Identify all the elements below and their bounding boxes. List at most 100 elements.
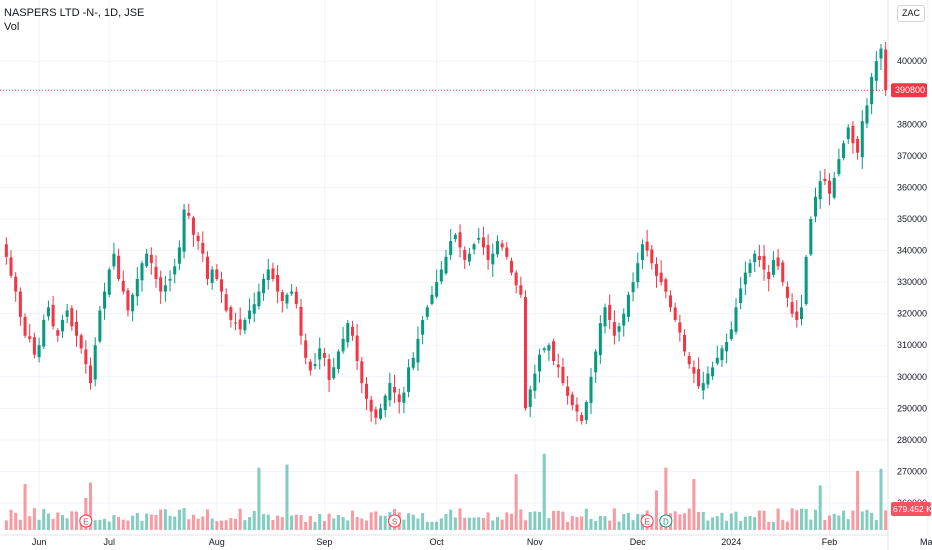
volume-bar	[697, 512, 701, 530]
candle-body	[818, 181, 822, 200]
x-tick-label: Feb	[822, 537, 838, 547]
candle-body	[79, 335, 83, 349]
last-price-label: 390800	[895, 85, 925, 95]
volume-bar	[790, 508, 794, 530]
candle-body	[776, 257, 780, 267]
volume-bar	[884, 510, 888, 530]
volume-bar	[842, 510, 846, 530]
volume-bar	[430, 521, 434, 530]
candle-body	[617, 326, 621, 332]
candle-body	[135, 278, 139, 297]
volume-bar	[743, 516, 747, 530]
volume-bar	[542, 453, 546, 530]
candle-body	[823, 178, 827, 182]
candle-body	[729, 329, 733, 339]
volume-bar	[753, 517, 757, 530]
volume-bar	[248, 517, 252, 530]
candle-body	[205, 256, 209, 279]
volume-bar	[739, 521, 743, 530]
candle-body	[103, 291, 107, 309]
candle-body	[369, 399, 373, 412]
candle-body	[9, 257, 13, 276]
candle-body	[453, 234, 457, 240]
candle-body	[514, 272, 518, 286]
candle-body	[860, 121, 864, 158]
volume-bar	[729, 513, 733, 530]
volume-bar	[65, 518, 69, 530]
volume-bar	[781, 519, 785, 530]
y-tick-label: 350000	[897, 214, 927, 224]
candle-body	[701, 383, 705, 391]
event-marker[interactable]	[388, 514, 402, 528]
event-marker[interactable]	[640, 514, 654, 528]
candle-body	[145, 253, 149, 267]
volume-bar	[617, 521, 621, 530]
x-tick-label: Aug	[209, 537, 225, 547]
volume-bar	[177, 509, 181, 530]
volume-bar	[528, 512, 532, 530]
volume-bar	[56, 512, 60, 530]
candle-body	[238, 319, 242, 330]
candle-body	[659, 272, 663, 283]
candle-body	[364, 383, 369, 399]
last-price-tag	[891, 83, 927, 98]
volume-bar	[84, 497, 88, 530]
candle-body	[425, 307, 429, 317]
candle-body	[856, 138, 860, 153]
volume-bar	[182, 508, 186, 530]
candle-body	[411, 357, 415, 368]
candle-body	[725, 342, 729, 352]
volume-bar	[771, 521, 775, 530]
volume-bar	[234, 518, 238, 530]
candle-body	[32, 337, 36, 355]
volume-bar	[509, 513, 514, 530]
volume-bar	[135, 513, 139, 530]
candle-body	[753, 253, 757, 263]
volume-bar	[173, 516, 177, 530]
x-tick-label: Nov	[527, 537, 544, 547]
candle-body	[60, 319, 64, 332]
volume-bar	[561, 511, 565, 530]
candle-body	[654, 264, 658, 276]
candle-body	[346, 323, 350, 343]
candle-body	[383, 395, 387, 411]
candle-body	[229, 307, 233, 320]
candle-body	[98, 310, 102, 342]
volume-bar	[570, 515, 574, 530]
volume-bar	[140, 520, 144, 530]
chart-legend: NASPERS LTD -N-, 1D, JSE Vol	[4, 6, 144, 34]
candle-body	[645, 241, 649, 251]
candle-body	[266, 269, 270, 280]
candle-body	[739, 288, 743, 304]
candle-body	[304, 340, 308, 358]
volume-bar	[294, 514, 298, 530]
volume-bar	[364, 520, 369, 530]
y-tick-label: 370000	[897, 151, 927, 161]
y-tick-label: 320000	[897, 309, 927, 319]
candle-body	[285, 294, 289, 304]
candle-body	[711, 367, 715, 377]
candle-body	[870, 76, 874, 105]
volume-bar	[103, 518, 107, 530]
volume-bar	[46, 513, 50, 530]
candle-body	[126, 290, 130, 311]
candle-body	[56, 330, 60, 336]
candle-body	[107, 269, 111, 295]
volume-bar	[547, 518, 551, 530]
volume-bar	[70, 511, 74, 530]
candle-body	[561, 366, 565, 384]
candle-body	[299, 306, 303, 336]
event-marker[interactable]	[659, 514, 673, 528]
event-marker[interactable]	[79, 514, 93, 528]
currency-badge[interactable]: ZAC	[897, 5, 925, 22]
candle-body	[748, 263, 752, 274]
volume-bar	[832, 513, 836, 530]
candle-body	[14, 276, 18, 292]
volume-bar	[37, 519, 41, 530]
volume-bar	[163, 509, 167, 530]
volume-bar	[285, 464, 289, 530]
candle-body	[210, 269, 214, 283]
candle-body	[575, 404, 579, 412]
y-tick-label: 380000	[897, 119, 927, 129]
